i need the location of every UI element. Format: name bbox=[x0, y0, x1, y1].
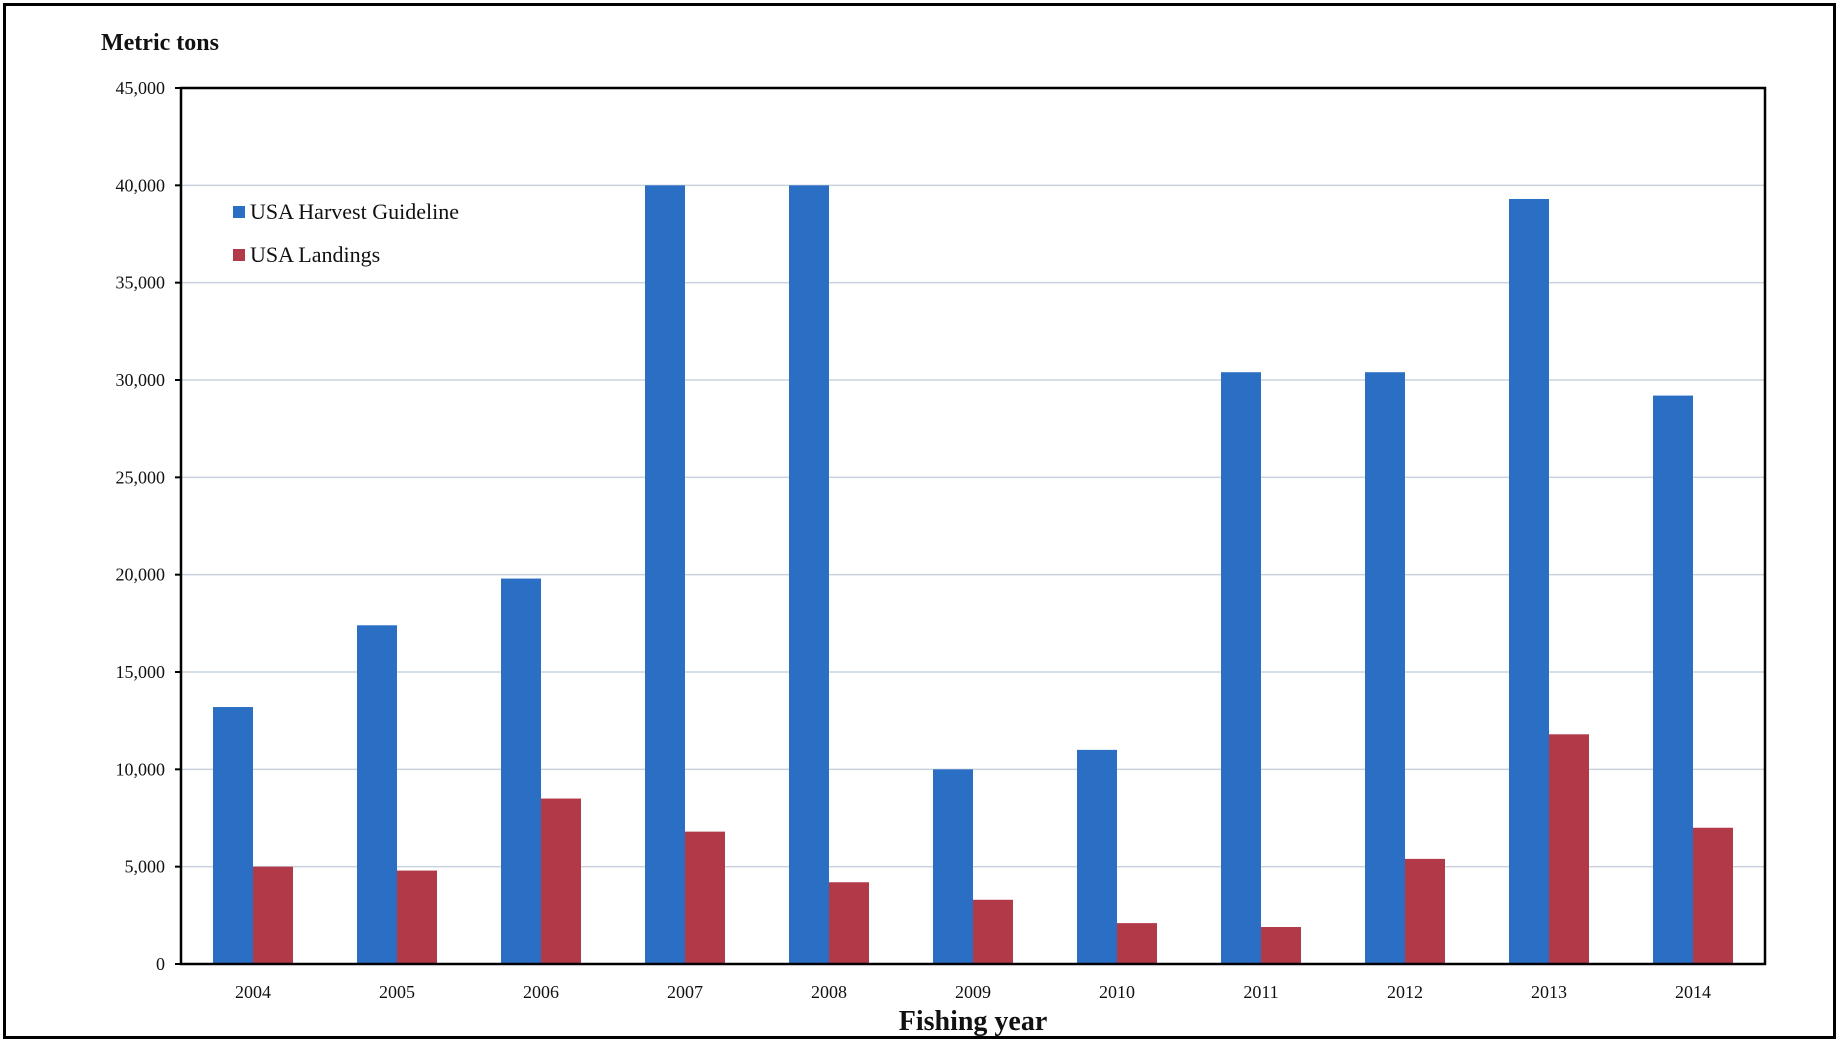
bar-harvest-guideline bbox=[789, 185, 829, 965]
y-tick-label: 25,000 bbox=[116, 467, 166, 487]
gridlines bbox=[181, 184, 1765, 868]
y-tick-label: 10,000 bbox=[116, 759, 166, 779]
legend-label-harvest-guideline: USA Harvest Guideline bbox=[250, 199, 459, 224]
bar-harvest-guideline bbox=[1365, 372, 1405, 964]
y-tick-label: 40,000 bbox=[116, 175, 166, 195]
x-tick-label: 2010 bbox=[1099, 982, 1135, 1002]
y-tick-label: 35,000 bbox=[116, 273, 166, 293]
bar-landings bbox=[829, 882, 869, 964]
legend-label-landings: USA Landings bbox=[250, 242, 380, 267]
y-axis-ticks: 0 5,000 10,000 15,000 20,000 25,000 30,000 35,0… bbox=[116, 78, 181, 974]
bar-chart: Metric tons 0 5,000 10,000 15,000 20,000 25,0… bbox=[101, 30, 1767, 1036]
bar-harvest-guideline bbox=[1509, 198, 1549, 964]
bar-landings bbox=[973, 899, 1013, 964]
bar-harvest-guideline bbox=[1221, 372, 1261, 964]
bar-landings bbox=[397, 870, 437, 964]
x-tick-label: 2005 bbox=[379, 982, 415, 1002]
x-tick-label: 2009 bbox=[955, 982, 991, 1002]
x-axis-ticks: 2004 2005 2006 2007 2008 2009 2010 2011 2012 2013… bbox=[235, 982, 1711, 1002]
bar-harvest-guideline bbox=[645, 185, 685, 965]
bar-landings bbox=[541, 798, 581, 964]
bar-harvest-guideline bbox=[1077, 749, 1117, 964]
bar-landings bbox=[1117, 923, 1157, 964]
bars bbox=[213, 185, 1733, 965]
x-tick-label: 2014 bbox=[1675, 982, 1711, 1002]
y-axis-unit-label: Metric tons bbox=[101, 30, 219, 56]
y-tick-label: 15,000 bbox=[116, 662, 166, 682]
chart-frame: Metric tons 0 5,000 10,000 15,000 20,000 25,0… bbox=[3, 3, 1836, 1039]
x-axis-title: Fishing year bbox=[899, 1006, 1048, 1036]
bar-landings bbox=[1693, 827, 1733, 964]
bar-harvest-guideline bbox=[213, 707, 253, 964]
x-tick-label: 2007 bbox=[667, 982, 703, 1002]
bar-harvest-guideline bbox=[933, 769, 973, 964]
bar-landings bbox=[1405, 858, 1445, 964]
bar-landings bbox=[1261, 927, 1301, 964]
x-tick-label: 2013 bbox=[1531, 982, 1567, 1002]
y-tick-label: 30,000 bbox=[116, 370, 166, 390]
y-tick-label: 20,000 bbox=[116, 565, 166, 585]
x-tick-label: 2004 bbox=[235, 982, 271, 1002]
bar-landings bbox=[253, 866, 293, 964]
x-tick-label: 2008 bbox=[811, 982, 847, 1002]
x-tick-label: 2006 bbox=[523, 982, 559, 1002]
legend-swatch-harvest-guideline bbox=[233, 206, 245, 218]
legend-swatch-landings bbox=[233, 249, 245, 261]
legend: USA Harvest Guideline USA Landings bbox=[233, 199, 459, 267]
x-tick-label: 2011 bbox=[1243, 982, 1278, 1002]
bar-harvest-guideline bbox=[357, 625, 397, 964]
bar-harvest-guideline bbox=[1653, 395, 1693, 964]
y-tick-label: 45,000 bbox=[116, 78, 166, 98]
plot-area-border bbox=[179, 86, 1767, 966]
bar-landings bbox=[1549, 734, 1589, 964]
bar-harvest-guideline bbox=[501, 578, 541, 964]
bar-landings bbox=[685, 831, 725, 964]
y-tick-label: 5,000 bbox=[125, 857, 166, 877]
y-tick-label: 0 bbox=[156, 954, 165, 974]
x-tick-label: 2012 bbox=[1387, 982, 1423, 1002]
